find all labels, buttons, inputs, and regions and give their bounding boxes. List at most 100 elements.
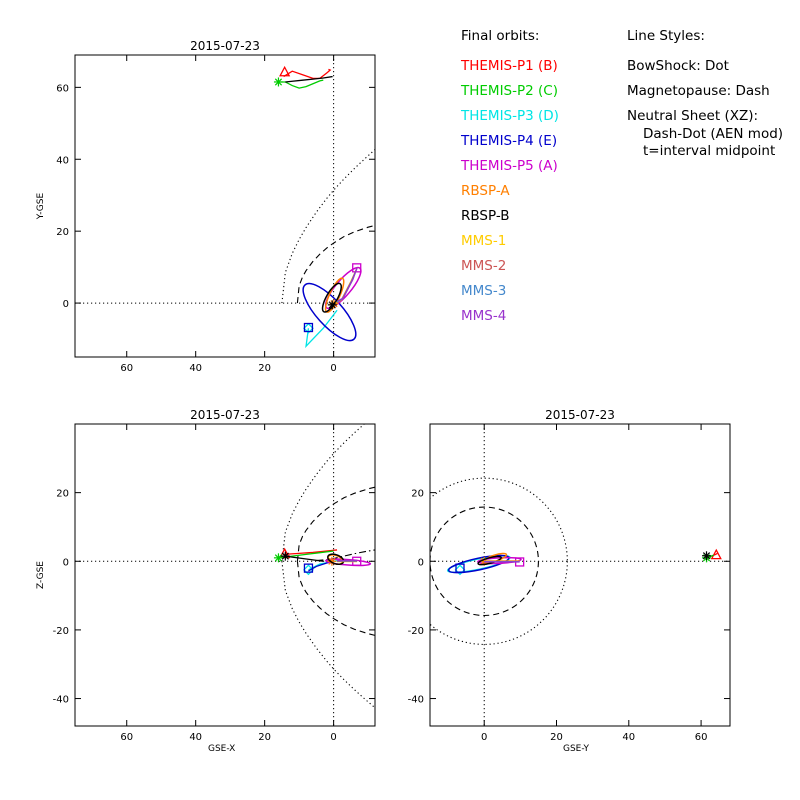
y-axis-label: Z-GSE [36, 561, 46, 589]
x-tick-label: 60 [120, 732, 133, 743]
x-tick-label: 20 [258, 732, 271, 743]
x-tick-label: 0 [330, 732, 336, 743]
series-themis-p3-d [303, 309, 338, 349]
x-tick-label: 40 [622, 732, 635, 743]
legend-item: MMS-4 [461, 308, 506, 324]
series-rbsp-b [477, 551, 712, 566]
legend-item: MMS-1 [461, 233, 506, 249]
panel-title: 2015-07-23 [190, 408, 260, 422]
x-tick-label: 0 [330, 363, 336, 374]
y-tick-label: -40 [53, 695, 69, 706]
magnetopause-boundary [296, 561, 375, 636]
y-tick-label: 0 [418, 557, 424, 568]
legend-item: THEMIS-P2 (C) [460, 83, 558, 99]
y-tick-label: -20 [53, 626, 69, 637]
legend-item: THEMIS-P1 (B) [460, 58, 558, 74]
orbit-path [283, 68, 332, 80]
y-tick-label: -20 [408, 626, 424, 637]
line-style-item: Dash-Dot (AEN mod) [643, 126, 783, 142]
x-tick-label: 60 [695, 732, 708, 743]
orbit-path [285, 555, 324, 562]
x-tick-label: 40 [189, 732, 202, 743]
y-tick-label: 60 [56, 83, 69, 94]
panel-title: 2015-07-23 [190, 39, 260, 53]
orbit-ellipse [324, 558, 372, 567]
legend: Final orbits: THEMIS-P1 (B) THEMIS-P2 (C) T… [460, 28, 559, 324]
y-tick-label: 0 [63, 557, 69, 568]
line-styles-legend: Line Styles: BowShock: Dot Magnetopause: D… [627, 28, 783, 159]
marker-square [303, 322, 314, 333]
x-tick-label: 0 [481, 732, 487, 743]
legend-item: RBSP-A [461, 183, 510, 199]
bowshock-boundary [281, 424, 366, 562]
panel-title: 2015-07-23 [545, 408, 615, 422]
magnetopause-boundary [296, 486, 375, 562]
magnetopause-boundary [296, 224, 375, 304]
orbit-path [305, 309, 338, 349]
marker-diamond [303, 322, 314, 334]
line-style-item: t=interval midpoint [643, 143, 775, 159]
series-mms-4 [337, 267, 358, 302]
bowshock-boundary [281, 561, 375, 709]
bowshock-boundary [430, 477, 568, 645]
marker-triangle [710, 548, 722, 560]
legend-item: RBSP-B [461, 208, 509, 224]
plot-content [430, 424, 730, 726]
y-tick-label: 40 [56, 155, 69, 166]
y-axis-label: Y-GSE [36, 193, 46, 221]
x-tick-label: 20 [550, 732, 563, 743]
series-themis-p2-c [273, 77, 324, 89]
marker-diamond [454, 564, 466, 576]
plot-frame [74, 423, 376, 727]
x-tick-label: 40 [189, 363, 202, 374]
y-tick-label: -40 [408, 695, 424, 706]
y-tick-label: 20 [56, 227, 69, 238]
marker-asterisk [274, 554, 283, 562]
plot-content [75, 424, 375, 726]
legend-item: THEMIS-P3 (D) [460, 108, 559, 124]
orbit-path [337, 267, 358, 302]
panel-bottom-right: 2015-07-23 0 20 40 60 20 0 -20 -40 GSE-Y [408, 408, 731, 754]
x-tick-label: 60 [120, 363, 133, 374]
marker-asterisk [702, 552, 711, 560]
line-style-item: BowShock: Dot [627, 58, 729, 74]
orbit-ellipse [477, 555, 502, 566]
marker-asterisk [328, 557, 336, 565]
orbit-path [285, 75, 333, 83]
legend-item: MMS-2 [461, 258, 506, 274]
marker-triangle [279, 65, 291, 77]
series-rbsp-b [280, 551, 345, 566]
panel-bottom-left: 2015-07-23 60 40 20 0 20 0 -20 -40 GSE-X Z-GSE [36, 408, 376, 754]
marker-asterisk [328, 301, 336, 309]
orbit-ellipse [476, 556, 522, 565]
y-tick-label: 0 [63, 299, 69, 310]
series-themis-p1-b [279, 65, 332, 80]
marker-square [455, 563, 465, 573]
legend-title: Final orbits: [461, 28, 539, 44]
legend-item: THEMIS-P5 (A) [460, 158, 558, 174]
x-axis-label: GSE-X [208, 744, 235, 754]
marker-asterisk [281, 552, 289, 560]
marker-asterisk [274, 78, 283, 86]
y-tick-label: 20 [56, 489, 69, 500]
line-styles-title: Line Styles: [627, 28, 705, 44]
bowshock-boundary [281, 149, 375, 304]
orbit-path [278, 79, 324, 89]
marker-square [303, 563, 314, 573]
orbit-ellipse [321, 282, 342, 313]
series-rbsp-b [285, 75, 342, 313]
panel-top-left: 2015-07-23 60 40 20 0 0 20 40 60 Y-GSE [36, 39, 376, 374]
marker-square [352, 263, 362, 273]
y-tick-label: 20 [411, 489, 424, 500]
x-axis-label: GSE-Y [563, 744, 590, 754]
legend-item: MMS-3 [461, 283, 506, 299]
line-style-item: Magnetopause: Dash [627, 83, 770, 99]
plot-frame [429, 423, 731, 727]
orbit-path [283, 549, 338, 556]
magnetopause-boundary [430, 506, 539, 617]
line-style-item: Neutral Sheet (XZ): [627, 108, 758, 124]
plot-content [75, 55, 375, 357]
plot-frame [74, 54, 376, 358]
x-tick-label: 20 [258, 363, 271, 374]
